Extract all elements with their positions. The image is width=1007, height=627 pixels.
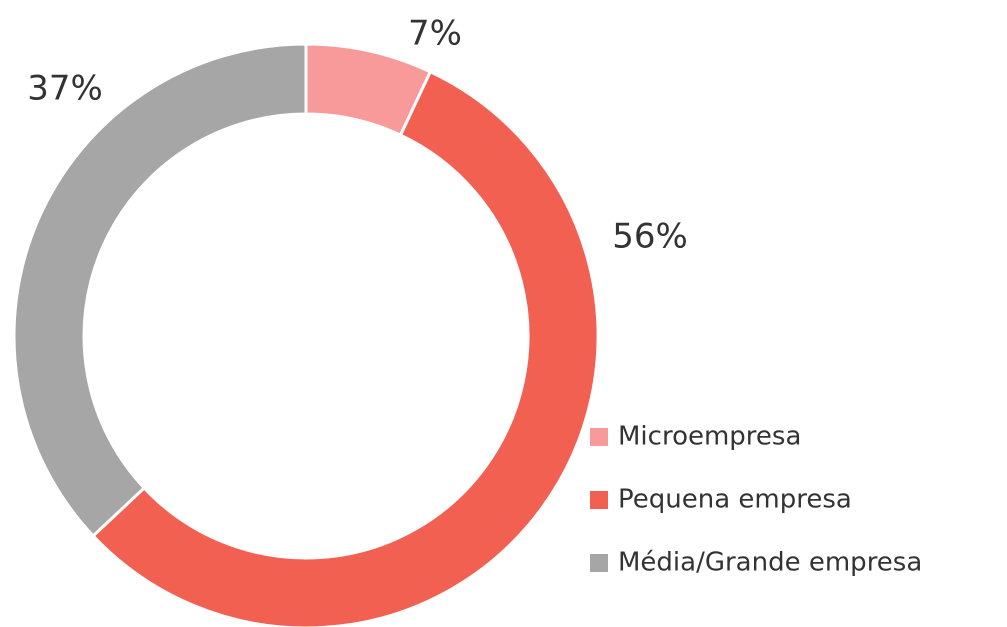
legend-label: Média/Grande empresa — [618, 548, 922, 578]
value-label: 56% — [612, 217, 688, 257]
value-label: 7% — [408, 14, 462, 54]
legend-label: Microempresa — [618, 422, 801, 452]
legend-swatch — [590, 491, 608, 509]
legend-label: Pequena empresa — [618, 485, 852, 515]
donut-slice — [12, 42, 308, 539]
value-label: 37% — [27, 69, 103, 109]
legend-swatch — [590, 428, 608, 446]
legend-swatch — [590, 554, 608, 572]
donut-slice — [91, 69, 600, 627]
